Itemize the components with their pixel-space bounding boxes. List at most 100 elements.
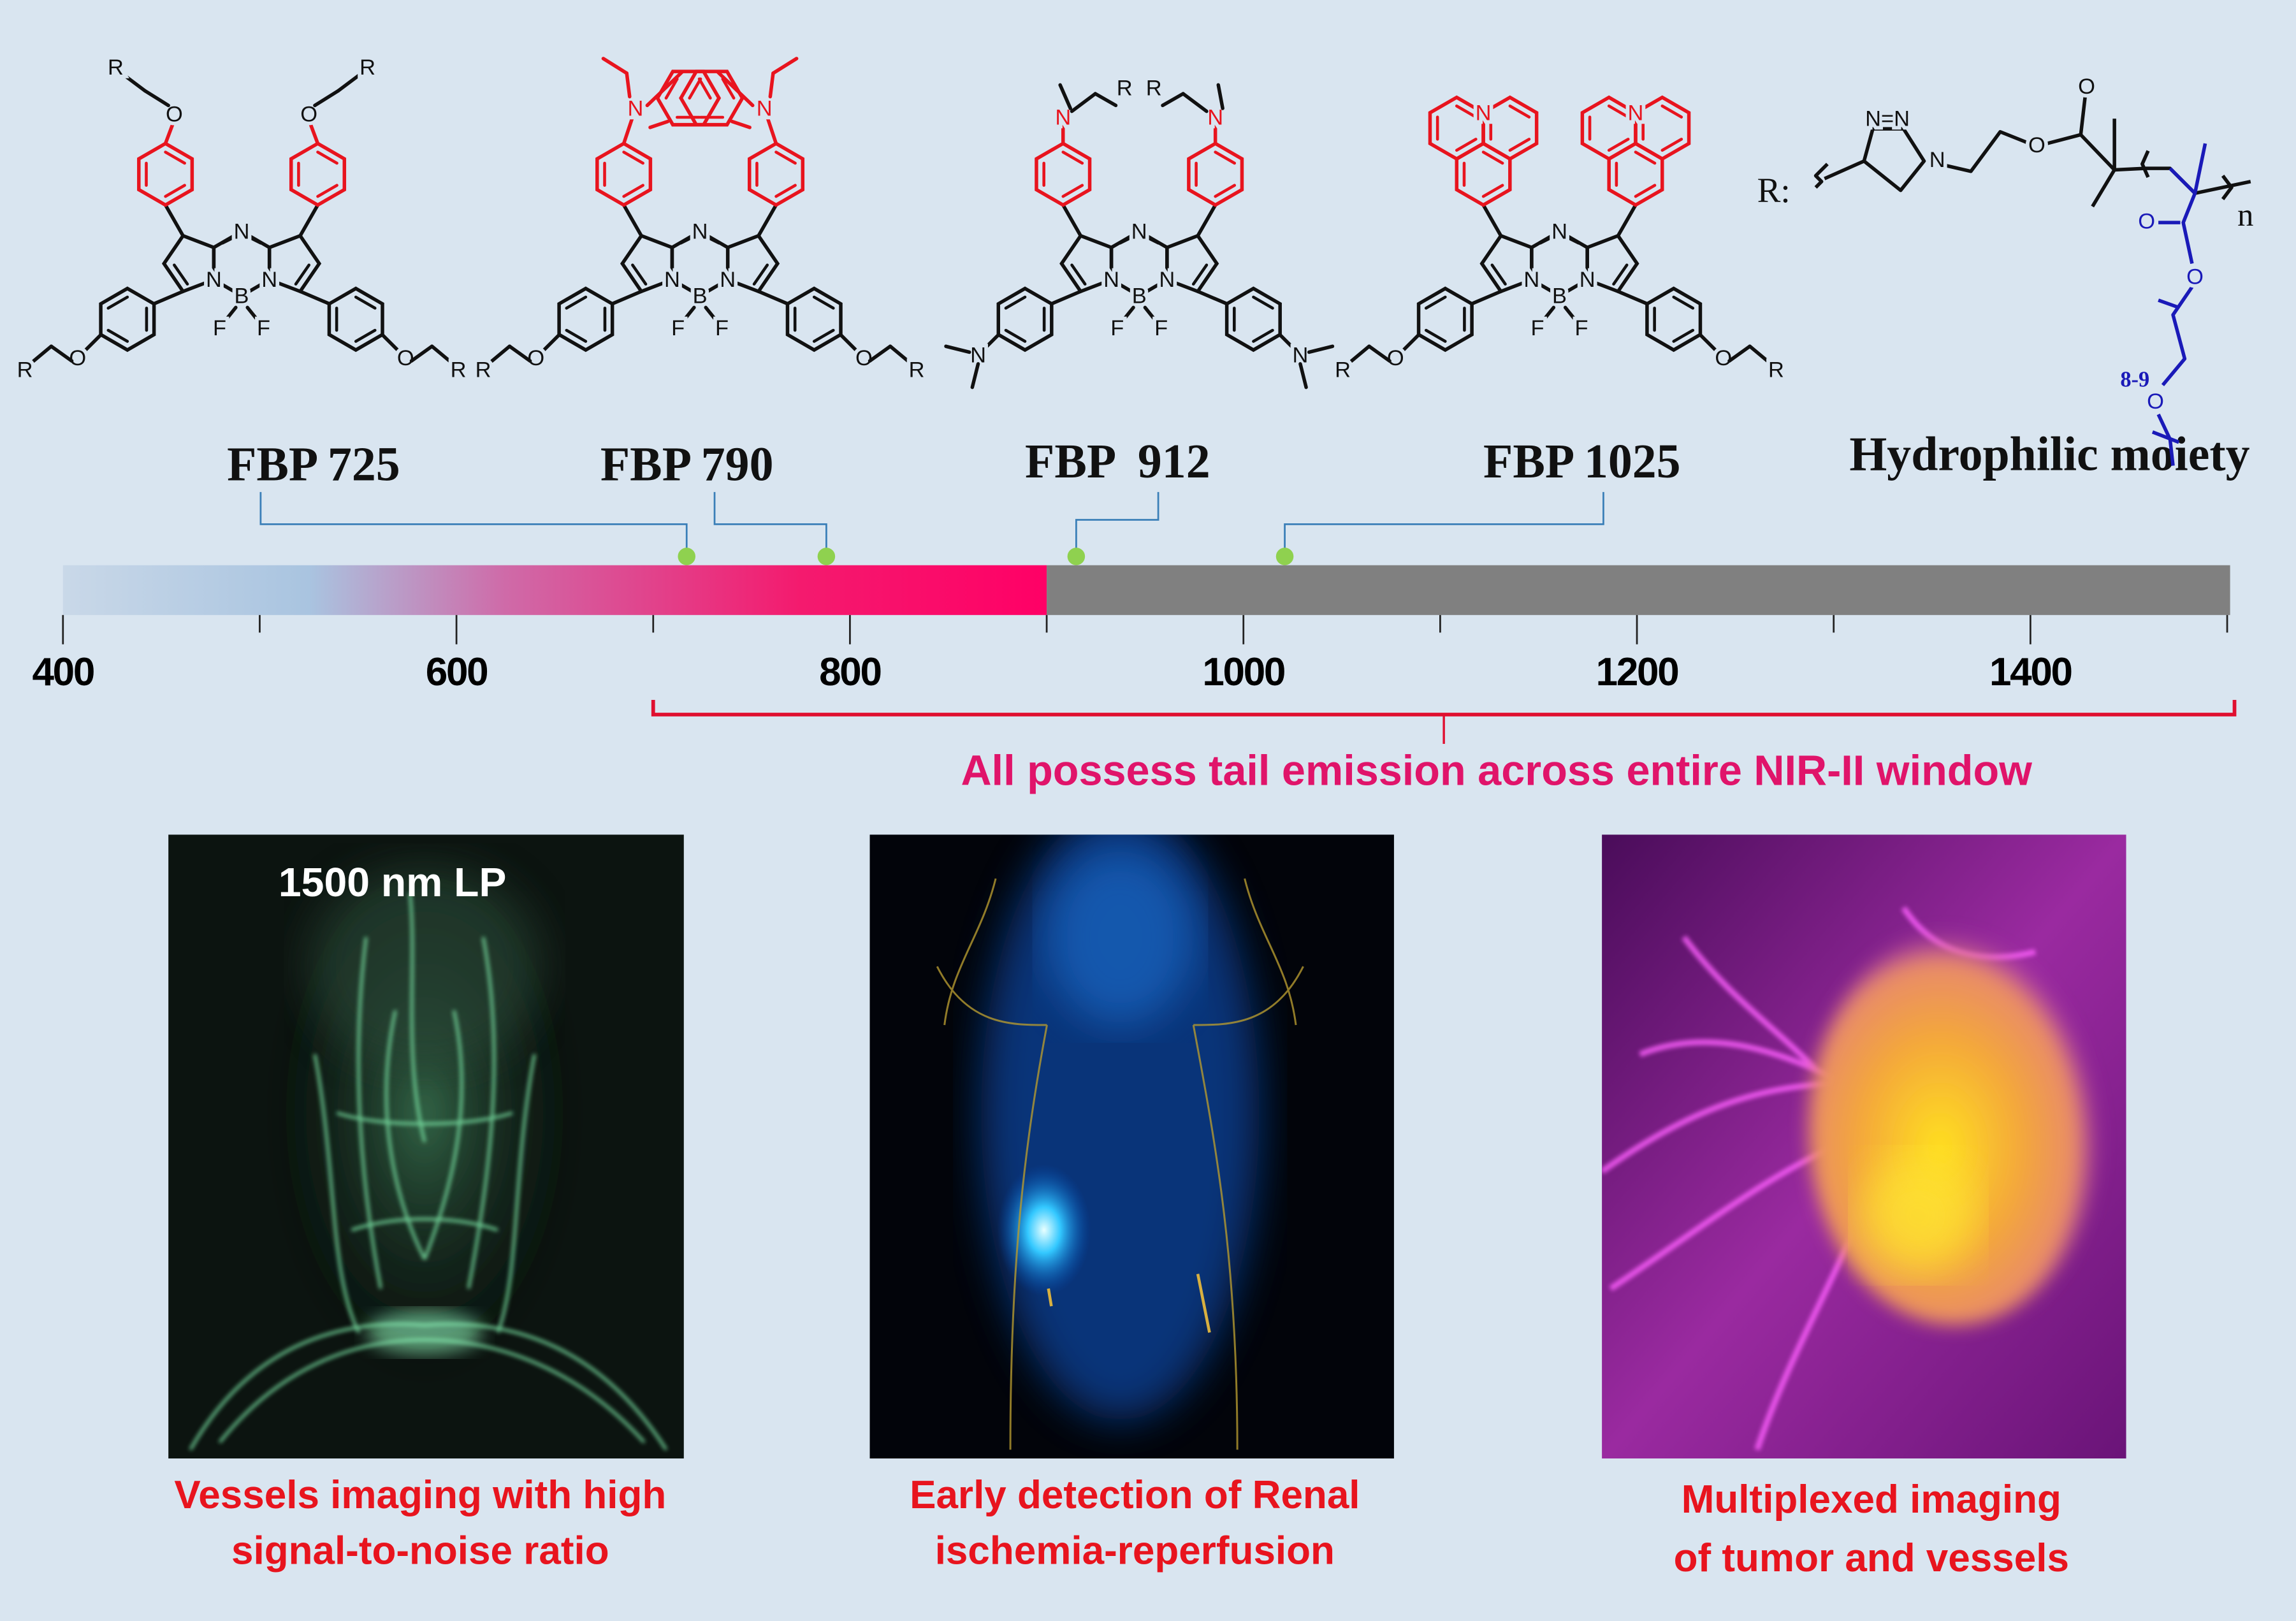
bond xyxy=(774,184,797,198)
atom-label-O: O xyxy=(2078,75,2095,99)
bond xyxy=(765,115,778,145)
bond xyxy=(1061,184,1084,198)
bond xyxy=(1424,328,1447,343)
bond xyxy=(106,328,129,343)
atom-label-N: N xyxy=(692,219,708,244)
side-chain-ester xyxy=(2181,193,2197,265)
visible-nir-i-region xyxy=(62,565,1047,615)
bond xyxy=(1214,150,1237,165)
bond xyxy=(610,289,643,306)
tumor-imaging-panel: Multiplexed imaging of tumor and vessels xyxy=(1602,834,2126,1580)
atom-label-R: R xyxy=(1335,358,1351,382)
vessel-imaging-panel: 1500 nm LP Vessels imaging with high sig… xyxy=(168,834,684,1573)
compound-label: FBP 725 xyxy=(227,437,400,491)
atom-label-O: O xyxy=(527,346,544,370)
bond xyxy=(1004,328,1027,343)
atom-label-F: F xyxy=(213,316,226,340)
axis-tick-label: 1000 xyxy=(1202,650,1284,694)
triazole-ring xyxy=(1824,127,1926,193)
bond xyxy=(1540,305,1556,324)
peg-bracket-bottom xyxy=(2151,430,2180,444)
bond xyxy=(1142,234,1160,245)
ring xyxy=(327,286,384,353)
bond xyxy=(78,333,103,357)
ring xyxy=(655,69,722,127)
carbonyl-bond xyxy=(2079,96,2087,135)
panel-1-caption-line-1: Vessels imaging with high xyxy=(174,1473,666,1517)
bond xyxy=(1424,295,1447,310)
atom-label-R: R xyxy=(1146,76,1162,100)
bond xyxy=(1061,203,1083,238)
compound-label: FBP 1025 xyxy=(1483,435,1681,488)
bond xyxy=(1307,344,1335,354)
bond xyxy=(143,89,170,108)
bond xyxy=(621,203,643,238)
repeat-bracket-close xyxy=(2221,175,2234,201)
ring xyxy=(679,69,745,127)
atom-label-N: N xyxy=(1159,268,1175,292)
axis-tick-label: 1400 xyxy=(1989,650,2072,694)
bond xyxy=(688,77,702,100)
bond xyxy=(336,71,364,93)
bond xyxy=(119,71,147,93)
bond xyxy=(631,263,648,286)
bond xyxy=(1672,328,1695,343)
bond xyxy=(704,305,720,324)
ring xyxy=(1187,141,1244,207)
bond xyxy=(1616,203,1638,238)
bond xyxy=(1508,104,1531,119)
peg-chain xyxy=(2161,286,2194,386)
atom-label-R: R xyxy=(17,358,33,382)
atom-label-F: F xyxy=(671,316,685,340)
compound-labels: FBP 725 FBP 790 FBP 912 FBP 1025 xyxy=(227,435,1681,565)
bond xyxy=(163,203,185,238)
bond xyxy=(1455,138,1478,152)
ethyl-linker xyxy=(1932,129,2030,173)
bond xyxy=(1481,150,1504,165)
bond xyxy=(648,119,670,129)
bond xyxy=(664,77,679,100)
bond xyxy=(1214,184,1237,198)
bond xyxy=(702,234,721,245)
atom-label-N: N xyxy=(1929,148,1945,172)
bond xyxy=(1660,138,1683,152)
atom-label-N: N xyxy=(261,268,277,292)
atom-label-B: B xyxy=(1132,284,1147,309)
axis-tick-label: 800 xyxy=(819,650,881,694)
bond xyxy=(1612,263,1629,286)
repeat-n-label: n xyxy=(2237,197,2253,233)
bond xyxy=(152,289,185,306)
bond xyxy=(1196,289,1229,306)
bond xyxy=(1004,295,1027,310)
bond xyxy=(490,344,512,363)
bond xyxy=(221,234,239,245)
hydrophilic-moiety-title: Hydrophilic moiety xyxy=(1849,427,2249,481)
bond xyxy=(316,184,338,198)
bond xyxy=(1563,305,1579,324)
bond xyxy=(1143,305,1159,324)
bond xyxy=(1727,344,1752,363)
atom-label-O: O xyxy=(397,346,414,370)
bond xyxy=(838,333,863,357)
bond xyxy=(507,344,532,363)
bond xyxy=(1196,203,1217,238)
bond xyxy=(245,305,261,324)
bond xyxy=(730,119,752,129)
atom-label-O: O xyxy=(2138,209,2155,233)
bond xyxy=(774,150,797,165)
bond xyxy=(1616,289,1650,306)
emission-marker xyxy=(1067,548,1086,565)
pyrrole-ring xyxy=(725,233,780,294)
bond xyxy=(1216,83,1224,110)
bond xyxy=(1539,234,1557,245)
atom-label-N: N xyxy=(720,268,736,292)
bond xyxy=(222,305,238,324)
ring xyxy=(785,286,843,353)
renal-imaging-panel: Early detection of Renal ischemia-reperf… xyxy=(869,834,1394,1573)
triazole-nn-label: N=N xyxy=(1865,107,1910,131)
pyrrole-ring xyxy=(1165,233,1219,294)
bond xyxy=(313,89,340,108)
bond xyxy=(409,344,434,363)
